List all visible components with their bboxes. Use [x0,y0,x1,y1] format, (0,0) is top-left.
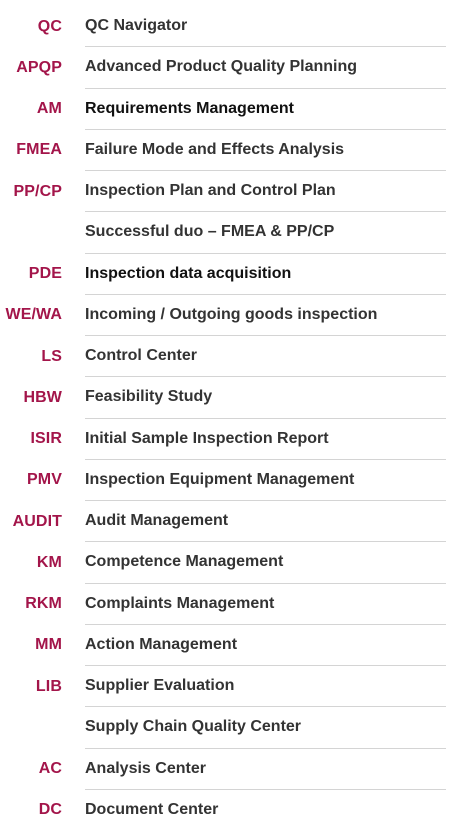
menu-item-code: AUDIT [12,512,62,530]
menu-item-label[interactable]: Successful duo – FMEA & PP/CP [85,212,446,254]
menu-item-label[interactable]: Action Management [85,625,446,666]
menu-item-supply-chain[interactable]: Supply Chain Quality Center [0,707,450,749]
menu-item-label[interactable]: Competence Management [85,542,446,584]
menu-item-pde[interactable]: PDE Inspection data acquisition [0,254,450,295]
menu-item-code: APQP [16,58,62,76]
menu-item-ac[interactable]: AC Analysis Center [0,749,450,790]
menu-item-label[interactable]: Failure Mode and Effects Analysis [85,130,446,171]
menu-item-km[interactable]: KM Competence Management [0,542,450,584]
menu-item-code: WE/WA [5,306,62,324]
menu-item-code: DC [38,801,62,819]
menu-item-label[interactable]: Advanced Product Quality Planning [85,47,446,89]
menu-item-label[interactable]: QC Navigator [85,6,446,48]
menu-item-code: HBW [23,388,62,406]
menu-item-code: RKM [25,595,62,613]
menu-item-lib[interactable]: LIB Supplier Evaluation [0,666,450,708]
menu-item-label[interactable]: Initial Sample Inspection Report [85,419,446,460]
menu-item-label[interactable]: Analysis Center [85,749,446,790]
menu-item-hbw[interactable]: HBW Feasibility Study [0,377,450,419]
menu-item-label[interactable]: Requirements Management [85,89,446,130]
menu-item-qc[interactable]: QC QC Navigator [0,6,450,48]
menu-item-code: ISIR [30,430,62,448]
menu-item-rkm[interactable]: RKM Complaints Management [0,584,450,625]
menu-item-apqp[interactable]: APQP Advanced Product Quality Planning [0,47,450,89]
menu-item-label[interactable]: Audit Management [85,501,446,543]
menu-item-audit[interactable]: AUDIT Audit Management [0,501,450,543]
menu-item-pp-cp[interactable]: PP/CP Inspection Plan and Control Plan [0,171,450,213]
menu-item-code: AC [38,760,62,778]
menu-item-label[interactable]: Inspection data acquisition [85,254,446,295]
menu-item-label[interactable]: Feasibility Study [85,377,446,419]
menu-item-code: QC [37,17,62,35]
menu-item-label[interactable]: Control Center [85,336,446,378]
menu-item-code: MM [35,636,62,654]
menu-item-code: FMEA [16,141,62,159]
menu-item-code: PDE [28,265,62,283]
menu-item-dc[interactable]: DC Document Center [0,790,450,831]
menu-item-label[interactable]: Complaints Management [85,584,446,625]
menu-item-code: KM [36,553,62,571]
menu-item-label[interactable]: Document Center [85,801,219,819]
menu-item-label[interactable]: Supply Chain Quality Center [85,707,446,749]
menu-item-code: PMV [27,471,62,489]
menu-item-label[interactable]: Incoming / Outgoing goods inspection [85,295,446,336]
menu-item-code: AM [36,100,62,118]
menu-item-successful-duo[interactable]: Successful duo – FMEA & PP/CP [0,212,450,254]
menu-item-ls[interactable]: LS Control Center [0,336,450,378]
menu-item-label[interactable]: Supplier Evaluation [85,666,446,708]
menu-item-code: LS [41,347,62,365]
menu-item-isir[interactable]: ISIR Initial Sample Inspection Report [0,419,450,460]
menu-item-fmea[interactable]: FMEA Failure Mode and Effects Analysis [0,130,450,171]
menu-item-code: LIB [35,677,62,695]
menu-item-am[interactable]: AM Requirements Management [0,89,450,130]
menu-item-we-wa[interactable]: WE/WA Incoming / Outgoing goods inspecti… [0,295,450,336]
menu-item-label[interactable]: Inspection Equipment Management [85,460,446,501]
menu-item-pmv[interactable]: PMV Inspection Equipment Management [0,460,450,501]
menu-item-mm[interactable]: MM Action Management [0,625,450,666]
menu-item-label[interactable]: Inspection Plan and Control Plan [85,171,446,213]
menu-item-code: PP/CP [13,182,62,200]
